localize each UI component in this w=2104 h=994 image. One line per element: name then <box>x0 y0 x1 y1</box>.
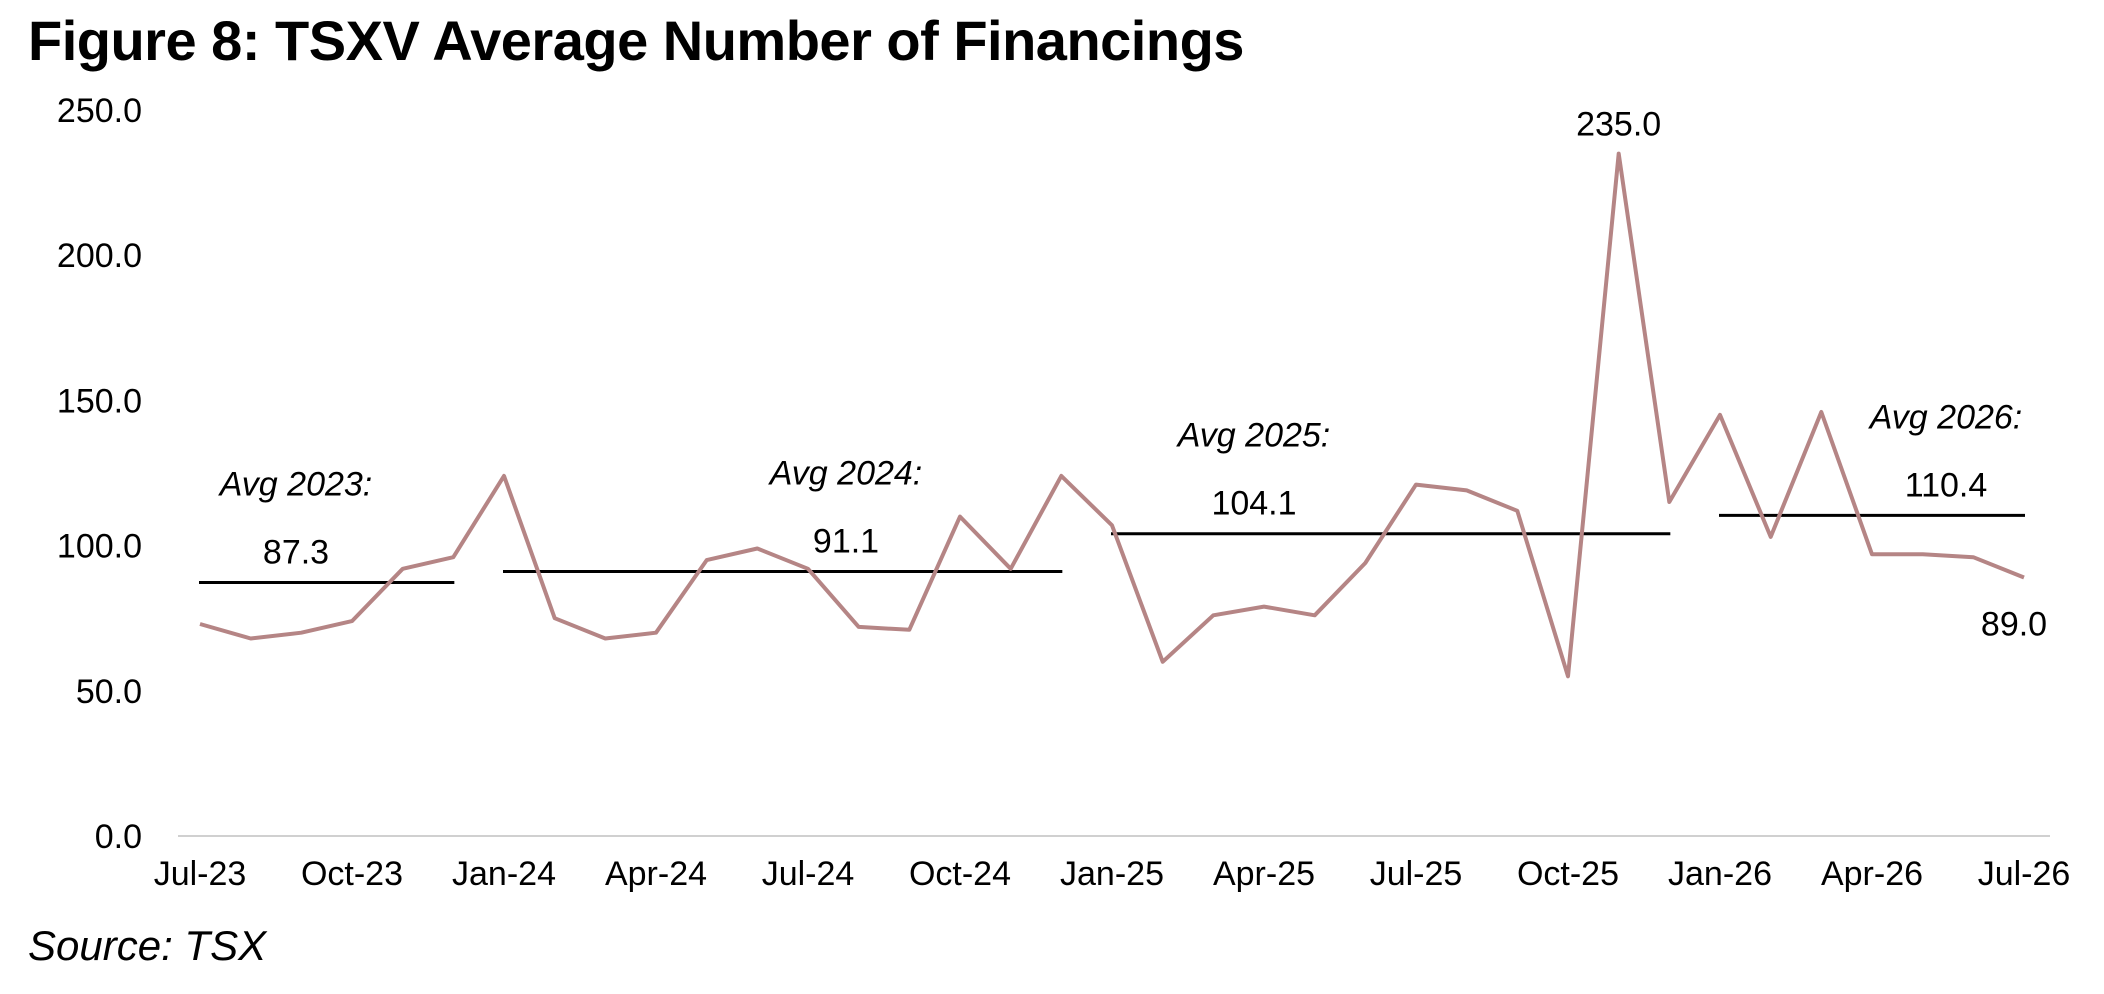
series-points <box>198 152 2026 679</box>
average-label: Avg 2024: <box>768 454 923 492</box>
x-tick-label: Jul-26 <box>1978 855 2071 893</box>
average-lines: Avg 2023: 87.3 Avg 2024: 91.1 Avg 2025: 104.1… <box>199 398 2025 584</box>
average-label: Avg 2026: <box>1868 398 2023 436</box>
x-tick-label: Jan-26 <box>1668 855 1772 893</box>
average-value: 87.3 <box>263 533 329 571</box>
average-value: 110.4 <box>1905 466 1988 504</box>
y-tick-label: 100.0 <box>57 528 142 566</box>
x-tick-label: Oct-23 <box>301 855 403 893</box>
y-tick-label: 50.0 <box>76 673 142 711</box>
x-tick-label: Apr-26 <box>1821 855 1923 893</box>
x-tick-label: Jan-24 <box>452 855 556 893</box>
chart-title: Figure 8: TSXV Average Number of Financi… <box>28 9 1244 72</box>
source-note: Source: TSX <box>28 922 267 969</box>
x-axis-ticks: Jul-23 Oct-23 Jan-24 Apr-24 Jul-24 Oct-24 Jan-… <box>154 855 2071 893</box>
line-chart: 0.0 50.0 100.0 150.0 200.0 250.0 Jul-23 Oct-23… <box>57 92 2071 893</box>
x-tick-label: Apr-24 <box>605 855 707 893</box>
average-value: 104.1 <box>1211 485 1296 523</box>
x-tick-label: Jul-24 <box>762 855 855 893</box>
y-axis-ticks: 0.0 50.0 100.0 150.0 200.0 250.0 <box>57 92 142 856</box>
y-tick-label: 0.0 <box>95 818 142 856</box>
x-tick-label: Apr-25 <box>1213 855 1315 893</box>
x-tick-label: Oct-24 <box>909 855 1011 893</box>
annotations: 235.0 89.0 <box>1576 106 2047 644</box>
series-line <box>199 151 2025 679</box>
average-label: Avg 2023: <box>218 465 373 503</box>
data-label: 89.0 <box>1981 606 2047 644</box>
x-tick-label: Jul-23 <box>154 855 247 893</box>
data-label: 235.0 <box>1576 106 1661 144</box>
x-tick-label: Oct-25 <box>1517 855 1619 893</box>
x-tick-label: Jul-25 <box>1370 855 1463 893</box>
y-tick-label: 200.0 <box>57 237 142 275</box>
x-tick-label: Jan-25 <box>1060 855 1164 893</box>
average-label: Avg 2025: <box>1176 417 1331 455</box>
average-value: 91.1 <box>813 522 879 560</box>
y-tick-label: 150.0 <box>57 382 142 420</box>
y-tick-label: 250.0 <box>57 92 142 130</box>
